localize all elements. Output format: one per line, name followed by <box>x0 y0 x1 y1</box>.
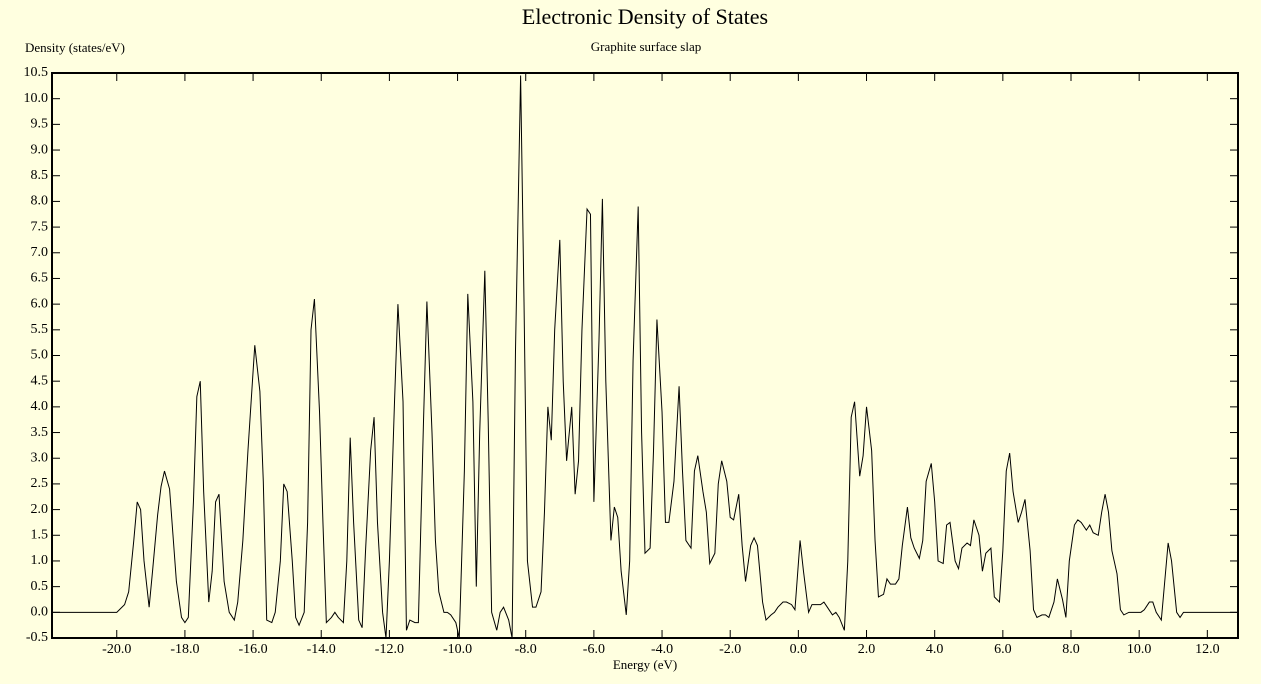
y-tick-label: 3.0 <box>31 450 49 465</box>
chart-title: Electronic Density of States <box>522 4 768 29</box>
y-tick-label: 9.5 <box>31 117 49 132</box>
x-tick-label: -16.0 <box>238 642 267 657</box>
x-tick-label: 12.0 <box>1195 642 1220 657</box>
y-tick-label: 8.5 <box>31 168 49 183</box>
y-tick-label: 4.0 <box>31 399 49 414</box>
x-tick-label: 2.0 <box>858 642 876 657</box>
x-tick-label: 8.0 <box>1062 642 1080 657</box>
y-tick-label: 5.5 <box>31 322 49 337</box>
y-tick-label: 10.0 <box>24 91 49 106</box>
x-tick-label: 10.0 <box>1127 642 1152 657</box>
x-axis-title: Energy (eV) <box>613 657 677 672</box>
y-tick-label: 1.0 <box>31 553 49 568</box>
y-tick-label: 0.0 <box>31 605 49 620</box>
y-tick-label: 6.5 <box>31 271 49 286</box>
x-tick-label: 6.0 <box>994 642 1012 657</box>
y-tick-label: 0.5 <box>31 579 49 594</box>
x-tick-label: -20.0 <box>102 642 131 657</box>
y-tick-label: 4.5 <box>31 373 49 388</box>
x-tick-label: -12.0 <box>375 642 404 657</box>
y-tick-label: 2.5 <box>31 476 49 491</box>
y-tick-label: 8.0 <box>31 194 49 209</box>
y-tick-label: -0.5 <box>26 630 48 645</box>
x-tick-label: 0.0 <box>790 642 808 657</box>
y-tick-label: 5.0 <box>31 348 49 363</box>
x-tick-label: -4.0 <box>651 642 673 657</box>
x-tick-label: -18.0 <box>170 642 199 657</box>
y-tick-label: 2.0 <box>31 502 49 517</box>
x-tick-label: -6.0 <box>583 642 605 657</box>
x-tick-label: -14.0 <box>307 642 336 657</box>
x-tick-label: 4.0 <box>926 642 944 657</box>
x-tick-label: -2.0 <box>719 642 741 657</box>
y-tick-label: 9.0 <box>31 142 49 157</box>
y-tick-label: 7.5 <box>31 219 49 234</box>
y-tick-label: 3.5 <box>31 425 49 440</box>
y-tick-label: 6.0 <box>31 296 49 311</box>
x-tick-label: -8.0 <box>515 642 537 657</box>
dos-line <box>52 75 1238 639</box>
x-tick-label: -10.0 <box>443 642 472 657</box>
y-tick-label: 1.5 <box>31 527 49 542</box>
y-tick-label: 7.0 <box>31 245 49 260</box>
y-axis-title: Density (states/eV) <box>25 40 125 55</box>
chart-subtitle: Graphite surface slap <box>591 39 701 54</box>
y-tick-label: 10.5 <box>24 65 49 80</box>
